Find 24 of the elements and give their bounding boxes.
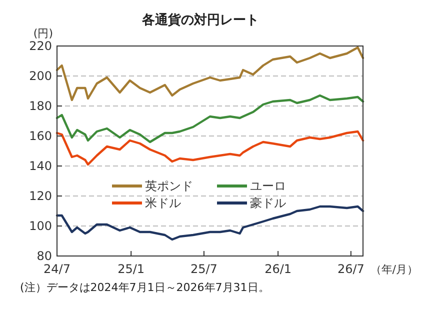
y-tick-label: 100 (29, 219, 52, 234)
x-tick-label: 26/7 (337, 262, 364, 276)
y-tick-label: 160 (29, 129, 52, 144)
y-tick-label: 180 (29, 99, 52, 114)
text: (注）データは2024年7月1日～2026年7月31日。 (20, 281, 270, 294)
legend-label: 豪ドル (250, 196, 286, 210)
x-tick-label: 24/7 (44, 262, 70, 276)
line-series (56, 130, 364, 166)
chart-title: 各通貨の対円レート (141, 12, 259, 28)
y-tick-label: 140 (29, 159, 52, 174)
legend-label: 米ドル (145, 196, 181, 210)
x-tick-label: 25/1 (118, 262, 145, 276)
x-tick-label: 25/7 (190, 262, 218, 276)
y-tick-label: 200 (29, 69, 52, 84)
line-series (56, 46, 364, 102)
y-tick-label: 80 (36, 249, 52, 264)
line-series (56, 94, 364, 144)
legend-label: 英ポンド (145, 179, 193, 194)
y-tick-label: 120 (29, 189, 52, 204)
y-tick-label: 220 (29, 39, 52, 54)
x-tick-label: 26/1 (264, 262, 292, 276)
x-axis-title: （年/月） (370, 263, 418, 276)
y-axis-title: (円) (33, 27, 53, 40)
legend-label: ユーロ (250, 179, 286, 194)
